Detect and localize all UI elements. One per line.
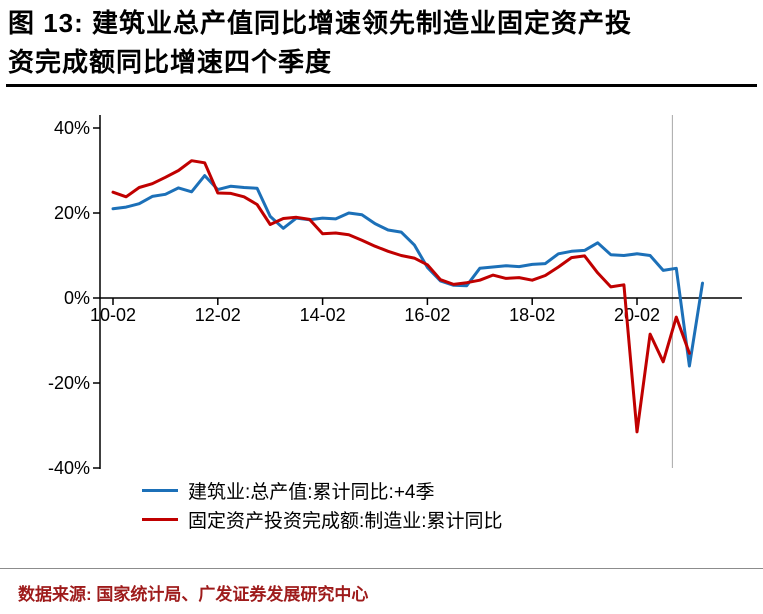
x-tick-label: 12-02 xyxy=(195,305,241,325)
y-tick-label: -40% xyxy=(48,458,90,478)
series-line-construction-output xyxy=(111,174,704,368)
y-tick-label: -20% xyxy=(48,373,90,393)
y-tick-label: 40% xyxy=(54,118,90,138)
legend-label-construction: 建筑业:总产值:累计同比:+4季 xyxy=(188,482,435,503)
x-tick-label: 20-02 xyxy=(614,305,660,325)
footer-divider xyxy=(0,568,763,569)
line-chart: 40% 20% 0% -20% -40% 10-02 12-02 14-02 16-02 18-0… xyxy=(48,115,742,478)
x-tick-label: 10-02 xyxy=(90,305,136,325)
x-tick-label: 16-02 xyxy=(404,305,450,325)
legend-swatch-manufacturing-line xyxy=(142,518,178,521)
title-underline xyxy=(6,84,757,87)
figure-title: 图 13: 建筑业总产值同比增速领先制造业固定资产投 资完成额同比增速四个季度 xyxy=(8,4,757,82)
legend-label-manufacturing: 固定资产投资完成额:制造业:累计同比 xyxy=(188,511,503,532)
data-source-text: 数据来源: 国家统计局、广发证券发展研究中心 xyxy=(18,585,369,604)
series-line-manufacturing-fai xyxy=(111,159,691,434)
x-tick-label: 18-02 xyxy=(509,305,555,325)
figure-title-line-1: 图 13: 建筑业总产值同比增速领先制造业固定资产投 xyxy=(8,8,633,38)
legend-item-construction: 建筑业:总产值:累计同比:+4季 xyxy=(142,476,503,505)
figure-title-line-2: 资完成额同比增速四个季度 xyxy=(8,47,333,77)
y-tick-label: 0% xyxy=(64,288,90,308)
legend-item-manufacturing: 固定资产投资完成额:制造业:累计同比 xyxy=(142,505,503,534)
y-tick-label: 20% xyxy=(54,203,90,223)
x-tick-label: 14-02 xyxy=(300,305,346,325)
chart-legend: 建筑业:总产值:累计同比:+4季 固定资产投资完成额:制造业:累计同比 xyxy=(142,476,503,534)
legend-swatch-construction-line xyxy=(142,489,178,492)
